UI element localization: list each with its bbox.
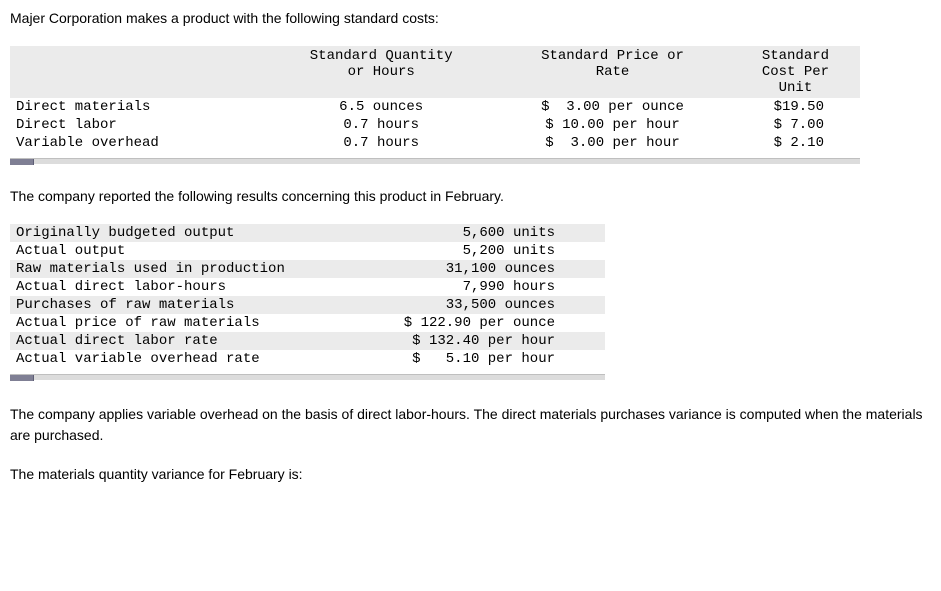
table-row: Actual variable overhead rate$ 5.10 per …	[10, 350, 605, 368]
cell-value: $ 132.40 per hour	[344, 332, 605, 350]
th-qty-l1: Standard Quantity	[274, 48, 488, 64]
cell-label: Direct labor	[10, 116, 268, 134]
cell-label: Actual direct labor rate	[10, 332, 344, 350]
cell-label: Actual variable overhead rate	[10, 350, 344, 368]
cell-value: 31,100 ounces	[344, 260, 605, 278]
scroll-thumb-2[interactable]	[10, 375, 34, 381]
table-row: Actual output5,200 units	[10, 242, 605, 260]
cell-qty: 0.7 hours	[268, 116, 494, 134]
standard-costs-table: Standard Quantity or Hours Standard Pric…	[10, 46, 860, 152]
table-row: Raw materials used in production31,100 o…	[10, 260, 605, 278]
th-cost-l2: Cost Per	[737, 64, 854, 80]
bottom-paragraph-2: The materials quantity variance for Febr…	[10, 464, 931, 485]
cell-label: Variable overhead	[10, 134, 268, 152]
th-qty-l2: or Hours	[274, 64, 488, 80]
cell-value: $ 122.90 per ounce	[344, 314, 605, 332]
th-cost: Standard Cost Per Unit	[731, 46, 860, 98]
scroll-track-2	[10, 374, 605, 380]
cell-qty: 0.7 hours	[268, 134, 494, 152]
cell-label: Actual price of raw materials	[10, 314, 344, 332]
cell-value: 33,500 ounces	[344, 296, 605, 314]
th-rate-l2: Rate	[500, 64, 725, 80]
scroll-track-1	[10, 158, 860, 164]
th-cost-l3: Unit	[737, 80, 854, 96]
table-row: Actual direct labor rate$ 132.40 per hou…	[10, 332, 605, 350]
cell-value: $ 5.10 per hour	[344, 350, 605, 368]
cell-label: Originally budgeted output	[10, 224, 344, 242]
table-row: Direct materials6.5 ounces$ 3.00 per oun…	[10, 98, 860, 116]
th-qty: Standard Quantity or Hours	[268, 46, 494, 98]
th-cost-l1: Standard	[737, 48, 854, 64]
cell-label: Direct materials	[10, 98, 268, 116]
scroll-thumb-1[interactable]	[10, 159, 34, 165]
cell-label: Actual output	[10, 242, 344, 260]
cell-qty: 6.5 ounces	[268, 98, 494, 116]
cell-cost: $ 2.10	[731, 134, 860, 152]
th-blank	[10, 46, 268, 98]
cell-rate: $ 3.00 per hour	[494, 134, 731, 152]
cell-value: 5,200 units	[344, 242, 605, 260]
bottom-paragraph-1: The company applies variable overhead on…	[10, 404, 931, 446]
cell-label: Raw materials used in production	[10, 260, 344, 278]
cell-cost: $ 7.00	[731, 116, 860, 134]
results-table: Originally budgeted output5,600 unitsAct…	[10, 224, 605, 368]
table-row: Actual price of raw materials$ 122.90 pe…	[10, 314, 605, 332]
table-row: Purchases of raw materials33,500 ounces	[10, 296, 605, 314]
table-row: Actual direct labor-hours7,990 hours	[10, 278, 605, 296]
cell-label: Purchases of raw materials	[10, 296, 344, 314]
th-rate-l1: Standard Price or	[500, 48, 725, 64]
cell-rate: $ 10.00 per hour	[494, 116, 731, 134]
table-row: Direct labor0.7 hours$ 10.00 per hour$ 7…	[10, 116, 860, 134]
table-row: Originally budgeted output5,600 units	[10, 224, 605, 242]
cell-label: Actual direct labor-hours	[10, 278, 344, 296]
cell-value: 5,600 units	[344, 224, 605, 242]
th-rate: Standard Price or Rate	[494, 46, 731, 98]
table-row: Variable overhead0.7 hours$ 3.00 per hou…	[10, 134, 860, 152]
mid-paragraph: The company reported the following resul…	[10, 188, 931, 204]
cell-value: 7,990 hours	[344, 278, 605, 296]
intro-text: Majer Corporation makes a product with t…	[10, 10, 931, 26]
cell-rate: $ 3.00 per ounce	[494, 98, 731, 116]
cell-cost: $19.50	[731, 98, 860, 116]
